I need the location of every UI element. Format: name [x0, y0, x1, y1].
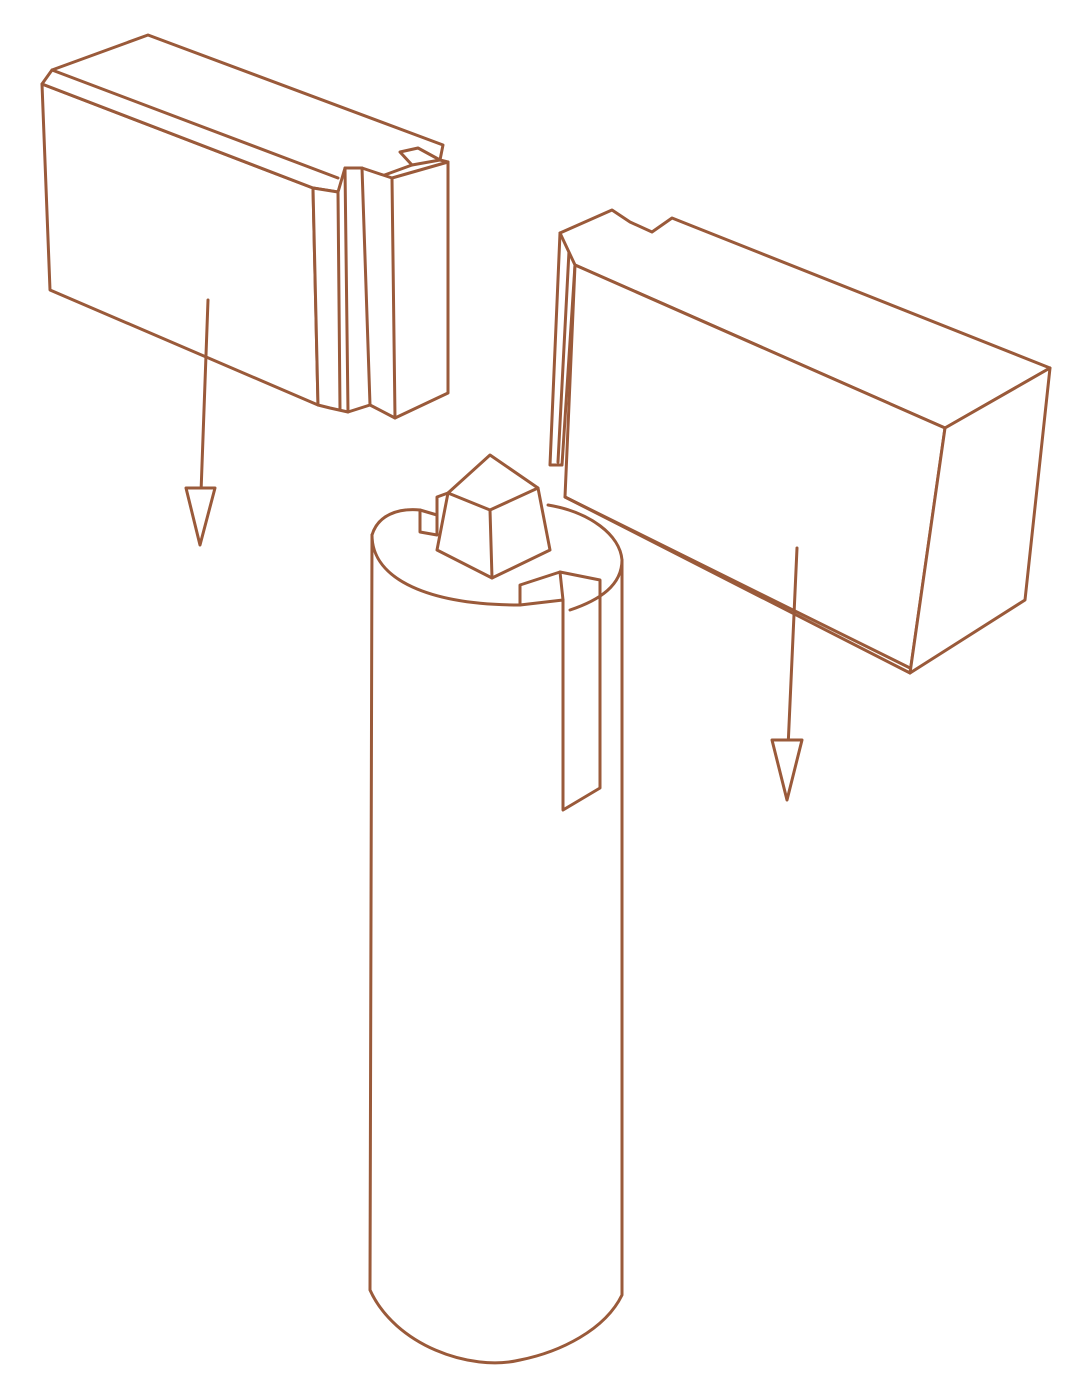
left-beam-down-arrow: [184, 298, 217, 547]
left-beam: [40, 33, 450, 420]
right-beam: [548, 208, 1052, 675]
right-beam-down-arrow: [770, 546, 804, 802]
post-top-tenon: [435, 453, 552, 580]
round-post: [368, 491, 624, 1365]
